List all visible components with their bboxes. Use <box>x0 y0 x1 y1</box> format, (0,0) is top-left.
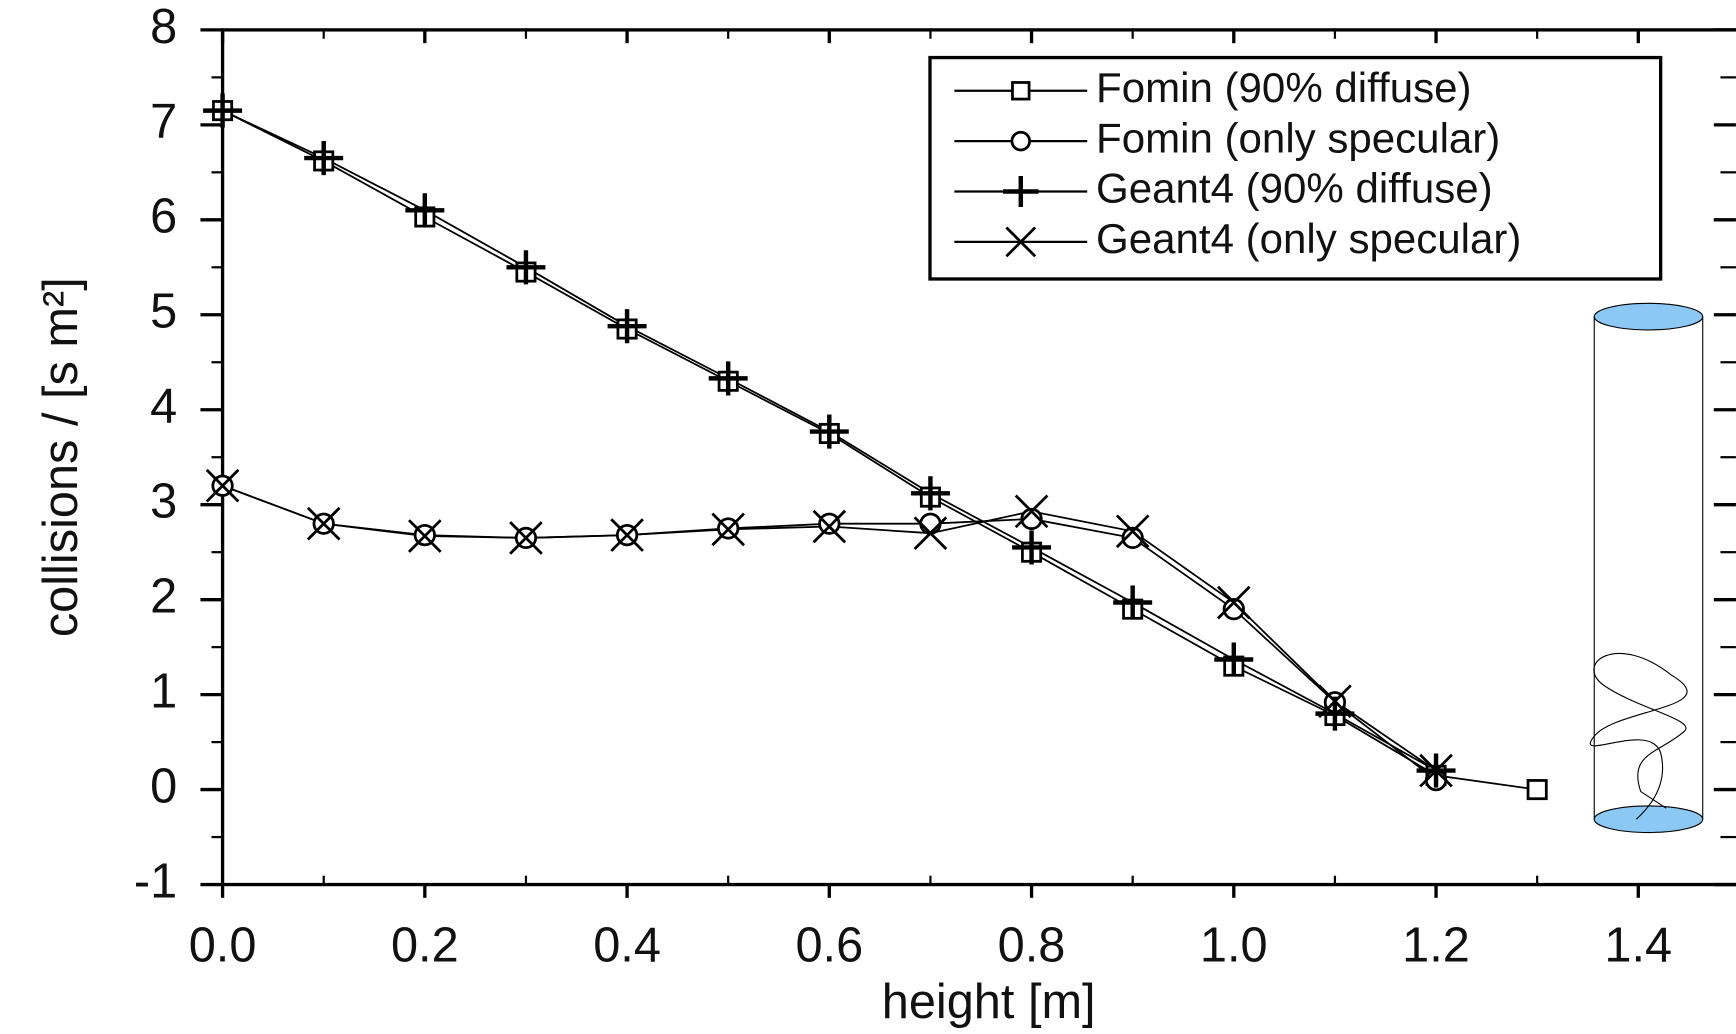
marker-plus <box>304 141 344 176</box>
marker-plus <box>506 250 546 285</box>
y-tick-label: 0 <box>150 759 177 813</box>
marker-plus <box>1012 530 1052 565</box>
x-tick-label: 1.2 <box>1402 919 1470 973</box>
marker-cross <box>205 468 240 503</box>
y-tick-label: -1 <box>134 854 177 908</box>
marker-cross <box>1318 684 1352 719</box>
y-tick-label: 8 <box>150 0 177 54</box>
marker-plus <box>1214 642 1254 677</box>
marker-cross <box>509 521 543 555</box>
y-tick-label: 6 <box>150 190 177 244</box>
x-tick-label: 0.0 <box>189 919 257 973</box>
marker-circle <box>1010 130 1032 152</box>
legend-label: Fomin (only specular) <box>1096 114 1500 161</box>
y-tick-label: 1 <box>150 664 177 718</box>
x-tick-label: 1.0 <box>1200 919 1268 973</box>
x-axis-title: height [m] <box>882 975 1096 1029</box>
marker-cross <box>610 518 644 552</box>
marker-cross <box>1216 585 1251 620</box>
marker-cross <box>1115 514 1150 549</box>
marker-plus <box>708 361 748 396</box>
x-tick-label: 0.2 <box>391 919 459 973</box>
marker-circle <box>1222 598 1245 621</box>
cylinder-inset <box>1589 302 1704 834</box>
y-tick-label: 4 <box>150 380 177 434</box>
x-tick-label: 0.4 <box>593 919 661 973</box>
legend-label: Geant4 (only specular) <box>1096 215 1521 262</box>
x-tick-label: 1.4 <box>1604 919 1672 973</box>
marker-plus <box>910 476 950 511</box>
x-tick-label: 0.8 <box>998 919 1066 973</box>
y-tick-label: 5 <box>150 285 177 339</box>
marker-plus <box>405 193 445 228</box>
marker-cross <box>1005 226 1037 258</box>
marker-circle <box>1020 507 1043 531</box>
marker-cross <box>306 506 341 541</box>
y-tick-label: 7 <box>150 95 177 149</box>
marker-plus <box>203 93 243 128</box>
marker-plus <box>809 414 849 449</box>
legend-label: Geant4 (90% diffuse) <box>1096 165 1493 212</box>
y-tick-label: 3 <box>150 475 177 529</box>
y-tick-label: 2 <box>150 570 177 624</box>
marker-cross <box>408 519 442 553</box>
y-axis-title: collisions / [s m²] <box>34 277 88 637</box>
marker-circle <box>1121 526 1144 550</box>
marker-square <box>1011 81 1031 101</box>
marker-circle <box>818 512 841 535</box>
marker-cross <box>1014 494 1049 529</box>
series-line <box>222 109 1538 791</box>
marker-plus <box>1113 585 1153 620</box>
marker-cross <box>1419 753 1453 788</box>
x-tick-label: 0.6 <box>795 919 863 973</box>
marker-cross <box>812 509 847 544</box>
marker-cross <box>913 516 948 550</box>
marker-plus <box>607 309 647 344</box>
marker-cross <box>711 512 745 547</box>
marker-plus <box>1003 176 1039 208</box>
marker-square <box>1526 779 1548 801</box>
marker-circle <box>919 512 942 535</box>
legend-label: Fomin (90% diffuse) <box>1096 64 1471 111</box>
